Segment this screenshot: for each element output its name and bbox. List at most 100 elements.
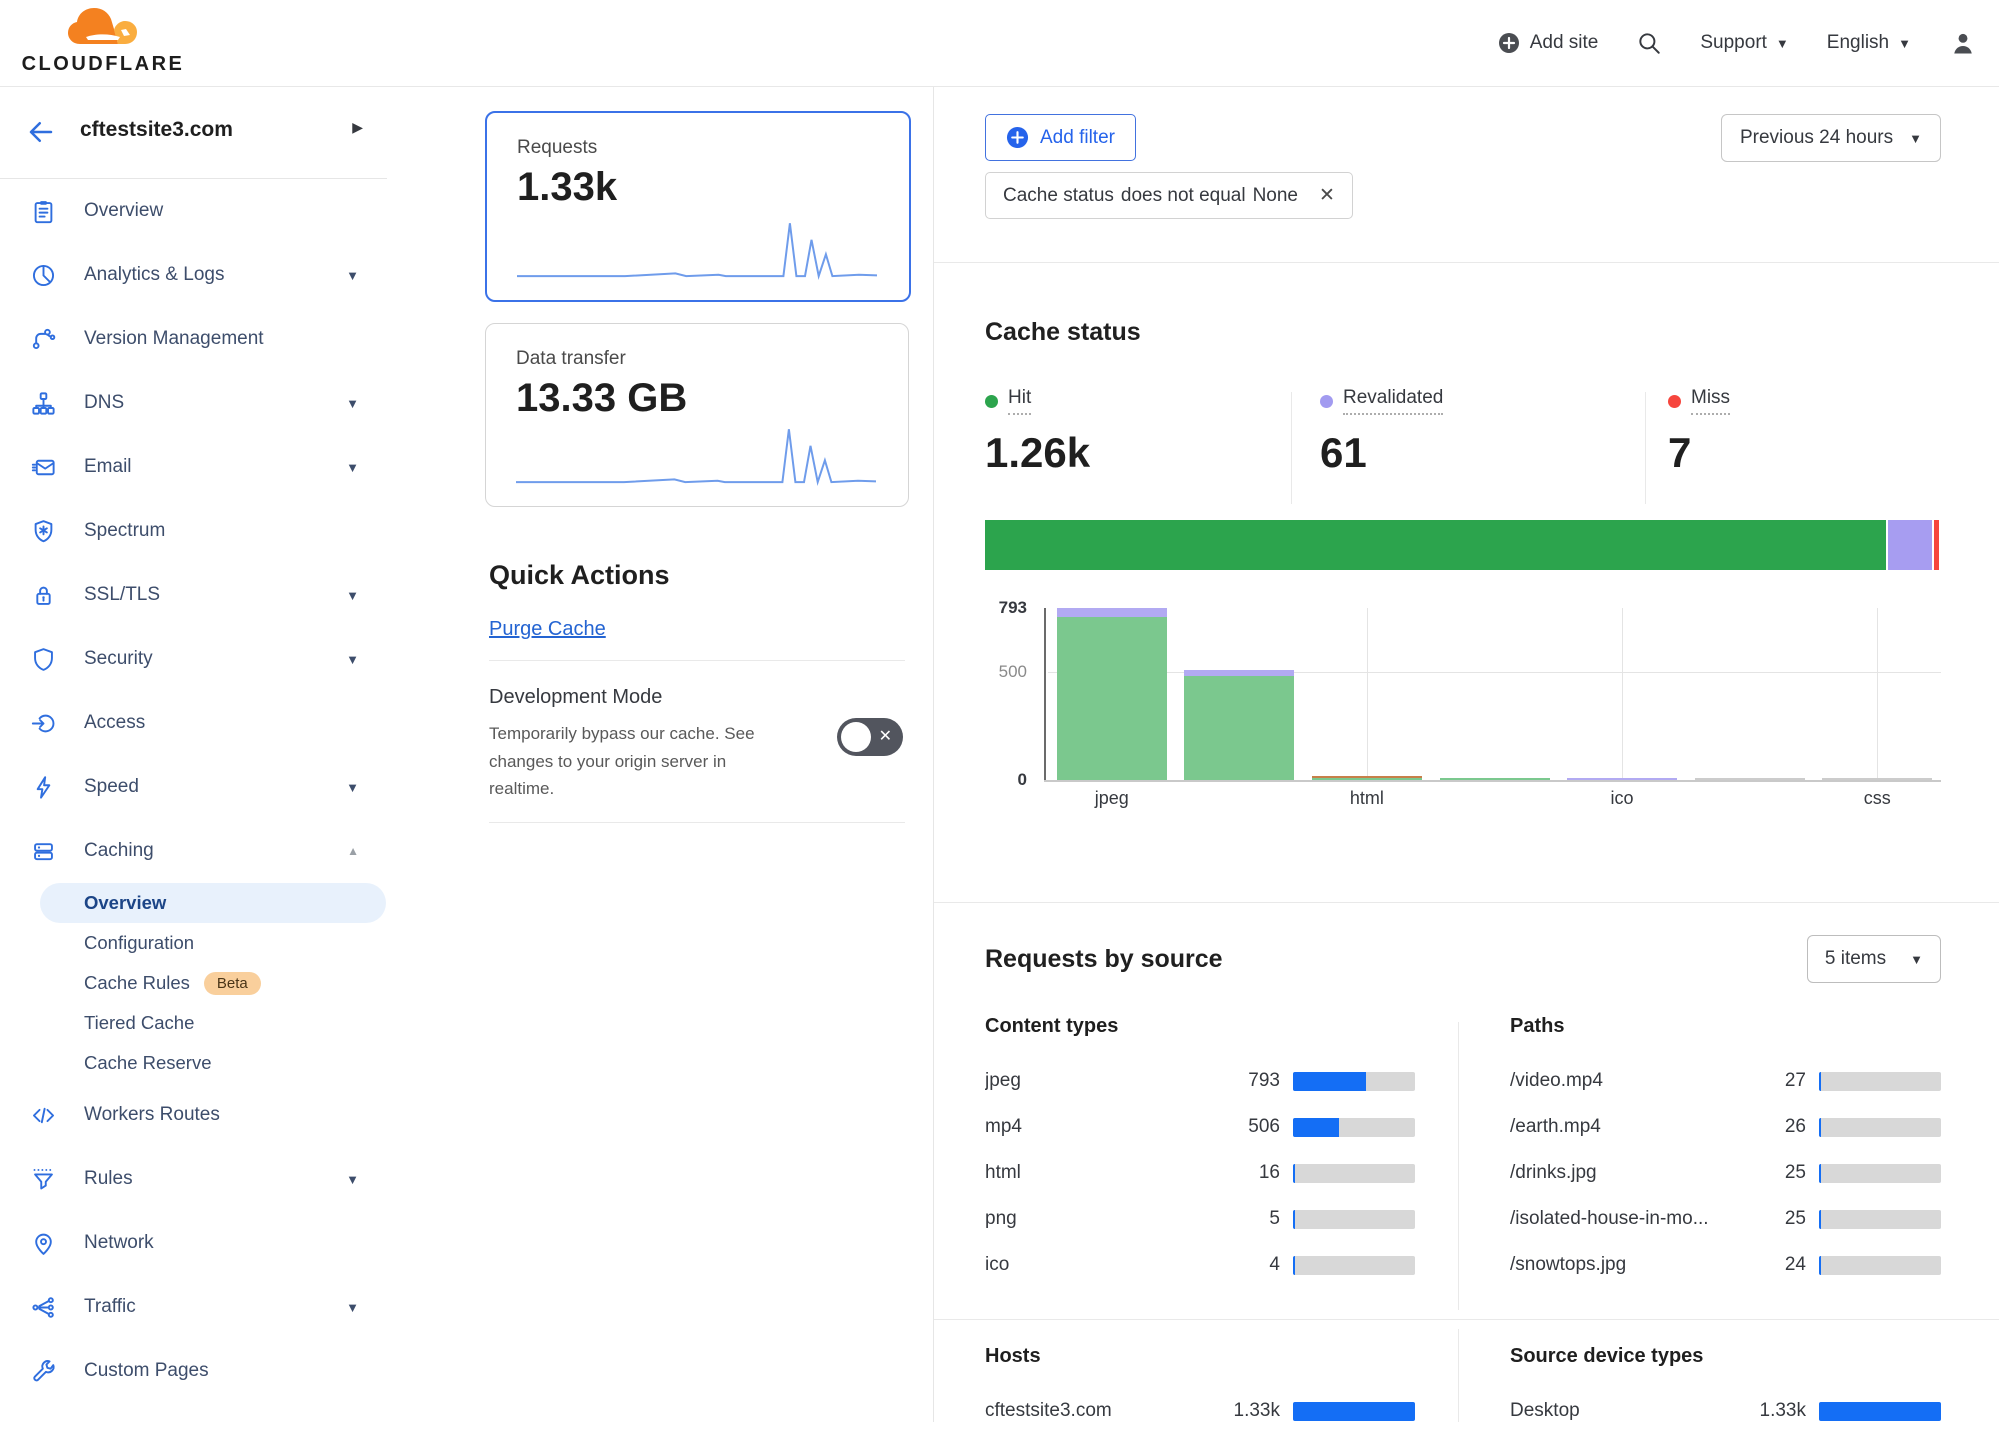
back-arrow-icon[interactable] <box>26 117 56 147</box>
top-header: CLOUDFLARE Add site Support ▼ English ▼ <box>0 0 1999 87</box>
sidebar-item-access[interactable]: Access <box>0 691 387 755</box>
plus-circle-icon <box>1006 126 1029 149</box>
chevron-right-icon[interactable]: ▶ <box>352 119 363 135</box>
sidebar-item-ssl-tls[interactable]: SSL/TLS ▼ <box>0 563 387 627</box>
row-label: ico <box>985 1254 1010 1275</box>
table-title: Source device types <box>1510 1345 1704 1367</box>
sidebar-subitem-label: Configuration <box>84 932 195 953</box>
row-bar-track <box>1293 1209 1415 1229</box>
support-menu[interactable]: Support ▼ <box>1700 32 1788 54</box>
traffic-branch-icon <box>30 1294 57 1321</box>
sidebar-item-overview[interactable]: Overview <box>0 179 387 243</box>
row-value: 25 <box>1784 1162 1806 1183</box>
stat-revalidated: Revalidated 61 <box>1320 387 1444 477</box>
sidebar-item-caching[interactable]: Caching ▲ <box>0 819 387 883</box>
divider <box>1291 392 1292 504</box>
sidebar-item-dns[interactable]: DNS ▼ <box>0 371 387 435</box>
user-icon[interactable] <box>1949 29 1977 57</box>
row-bar-track <box>1293 1401 1415 1421</box>
row-label: /drinks.jpg <box>1510 1162 1597 1183</box>
row-bar-fill <box>1293 1071 1366 1091</box>
row-label: Desktop <box>1510 1400 1580 1421</box>
sidebar-subitem-caching-cache-reserve[interactable]: Cache Reserve <box>0 1043 387 1083</box>
chart-segment-hit <box>1311 778 1422 780</box>
row-bar-fill <box>1293 1209 1295 1229</box>
sidebar-item-email[interactable]: Email ▼ <box>0 435 387 499</box>
ratio-segment-revalidated <box>1888 520 1932 570</box>
lightning-icon <box>30 774 57 801</box>
requests-card-label: Requests <box>517 137 598 158</box>
gridline <box>1622 608 1624 780</box>
sidebar-subitem-caching-overview[interactable]: Overview <box>40 883 386 923</box>
requests-sparkline <box>517 223 878 281</box>
data-transfer-card-value: 13.33 GB <box>516 376 688 420</box>
table-row: png 5 <box>985 1196 1415 1242</box>
chevron-down-icon: ▼ <box>1775 35 1789 51</box>
sidebar-item-label: Rules <box>84 1168 133 1189</box>
sidebar-item-custom-pages[interactable]: Custom Pages <box>0 1339 387 1403</box>
row-bar-fill <box>1293 1163 1295 1183</box>
sidebar-item-label: Version Management <box>84 328 264 349</box>
sidebar-item-rules[interactable]: Rules ▼ <box>0 1147 387 1211</box>
row-label: /earth.mp4 <box>1510 1116 1601 1137</box>
chart-y-axis <box>1044 608 1046 781</box>
paths-table: Paths/video.mp4 27/earth.mp4 26/drinks.jpg… <box>1510 1015 1941 1288</box>
time-range-select[interactable]: Previous 24 hours ▼ <box>1720 114 1941 162</box>
y-tick-label: 793 <box>998 598 1027 617</box>
row-value: 1.33k <box>1233 1400 1280 1421</box>
sidebar-item-speed[interactable]: Speed ▼ <box>0 755 387 819</box>
cloudflare-logo[interactable]: CLOUDFLARE <box>18 4 188 76</box>
chart-y-axis-labels: 793 500 0 <box>985 598 1033 789</box>
chart-bar-jpeg <box>1056 608 1167 780</box>
sidebar-subitem-caching-tiered-cache[interactable]: Tiered Cache <box>0 1003 387 1043</box>
sidebar-item-version-management[interactable]: Version Management <box>0 307 387 371</box>
sidebar-subitem-label: Cache Reserve <box>84 1052 212 1073</box>
chart-segment-revalidated <box>1056 608 1167 618</box>
sidebar-item-workers-routes[interactable]: Workers Routes <box>0 1083 387 1147</box>
development-mode-description: Temporarily bypass our cache. See change… <box>489 724 755 799</box>
sidebar-item-network[interactable]: Network <box>0 1211 387 1275</box>
search-icon[interactable] <box>1636 30 1662 56</box>
requests-metric-card[interactable]: Requests 1.33k <box>485 111 911 302</box>
row-value: 26 <box>1784 1116 1806 1137</box>
row-value: 793 <box>1248 1070 1280 1091</box>
add-filter-button[interactable]: Add filter <box>985 114 1136 161</box>
sidebar-item-security[interactable]: Security ▼ <box>0 627 387 691</box>
sidebar-item-traffic[interactable]: Traffic ▼ <box>0 1275 387 1339</box>
sidebar-item-label: Caching <box>84 840 154 861</box>
cache-status-ratio-bar <box>985 520 1941 570</box>
sidebar-subitem-caching-cache-rules[interactable]: Cache Rules Beta <box>0 963 387 1003</box>
purge-cache-link[interactable]: Purge Cache <box>489 618 606 640</box>
sidebar-item-label: Spectrum <box>84 520 166 541</box>
add-site-button[interactable]: Add site <box>1497 31 1598 55</box>
sidebar-subitem-label: Tiered Cache <box>84 1012 195 1033</box>
chart-bar <box>1439 778 1550 780</box>
data-transfer-metric-card[interactable]: Data transfer 13.33 GB <box>485 323 909 507</box>
chart-x-axis <box>1044 780 1941 782</box>
sidebar-subitem-caching-configuration[interactable]: Configuration <box>0 923 387 963</box>
chevron-down-icon: ▼ <box>346 651 359 667</box>
row-value: 27 <box>1784 1070 1806 1091</box>
row-bar-track <box>1819 1255 1941 1275</box>
row-bar-fill <box>1819 1209 1822 1229</box>
revalidated-label[interactable]: Revalidated <box>1343 387 1444 415</box>
row-value: 25 <box>1784 1208 1806 1229</box>
miss-label[interactable]: Miss <box>1691 387 1731 415</box>
dns-nodes-icon <box>30 390 57 417</box>
language-menu[interactable]: English ▼ <box>1827 32 1911 54</box>
chevron-down-icon: ▼ <box>346 1171 359 1187</box>
plus-circle-icon <box>1498 33 1519 53</box>
sidebar-item-spectrum[interactable]: Spectrum <box>0 499 387 563</box>
content-types-table: Content types jpeg 793 mp4 506 html 16 png 5 ico 4 <box>985 1015 1415 1288</box>
row-bar-fill <box>1819 1163 1822 1183</box>
sidebar-subitem-label: Cache Rules <box>84 972 190 993</box>
remove-filter-icon[interactable]: ✕ <box>1319 185 1335 206</box>
sidebar-item-analytics-logs[interactable]: Analytics & Logs ▼ <box>0 243 387 307</box>
sidebar-item-label: Speed <box>84 776 139 797</box>
row-bar-track <box>1819 1071 1941 1091</box>
items-count-select[interactable]: 5 items ▼ <box>1806 935 1941 983</box>
hit-label[interactable]: Hit <box>1008 387 1032 415</box>
development-mode-toggle[interactable]: ✕ <box>837 718 903 756</box>
sidebar-item-label: Security <box>84 648 153 669</box>
gridline <box>1048 671 1941 673</box>
